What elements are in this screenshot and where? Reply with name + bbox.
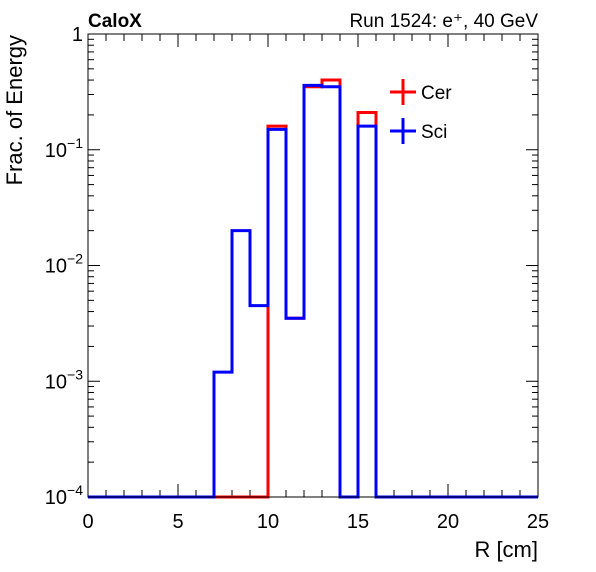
axis-ticks [87, 33, 539, 498]
y-tick-label: 10−3 [45, 366, 83, 393]
y-axis-label: Frac. of Energy [2, 35, 27, 185]
y-tick-label: 10−2 [45, 251, 83, 278]
x-tick-label: 20 [437, 511, 459, 533]
y-tick-label: 10−1 [45, 135, 83, 162]
legend-label: Cer [421, 83, 452, 104]
x-axis-label: R [cm] [474, 537, 538, 562]
y-tick-label: 1 [72, 24, 83, 46]
y-tick-labels: 1 10−1 10−2 10−3 10−4 [45, 24, 83, 509]
x-tick-label: 0 [82, 511, 93, 533]
x-tick-label: 25 [527, 511, 549, 533]
plot-frame [87, 33, 539, 498]
x-tick-label: 5 [172, 511, 183, 533]
legend-label: Sci [421, 122, 447, 143]
header-right: Run 1524: e⁺, 40 GeV [349, 11, 538, 32]
x-tick-label: 15 [347, 511, 369, 533]
x-tick-labels: 0 5 10 15 20 25 [82, 511, 549, 533]
header-left: CaloX [88, 11, 142, 32]
series-layer [88, 78, 538, 499]
series-sci-step [88, 83, 538, 499]
legend: Cer Sci [390, 79, 452, 144]
x-tick-label: 10 [257, 511, 279, 533]
series-cer-step [88, 78, 538, 499]
y-tick-label: 10−4 [45, 482, 83, 509]
